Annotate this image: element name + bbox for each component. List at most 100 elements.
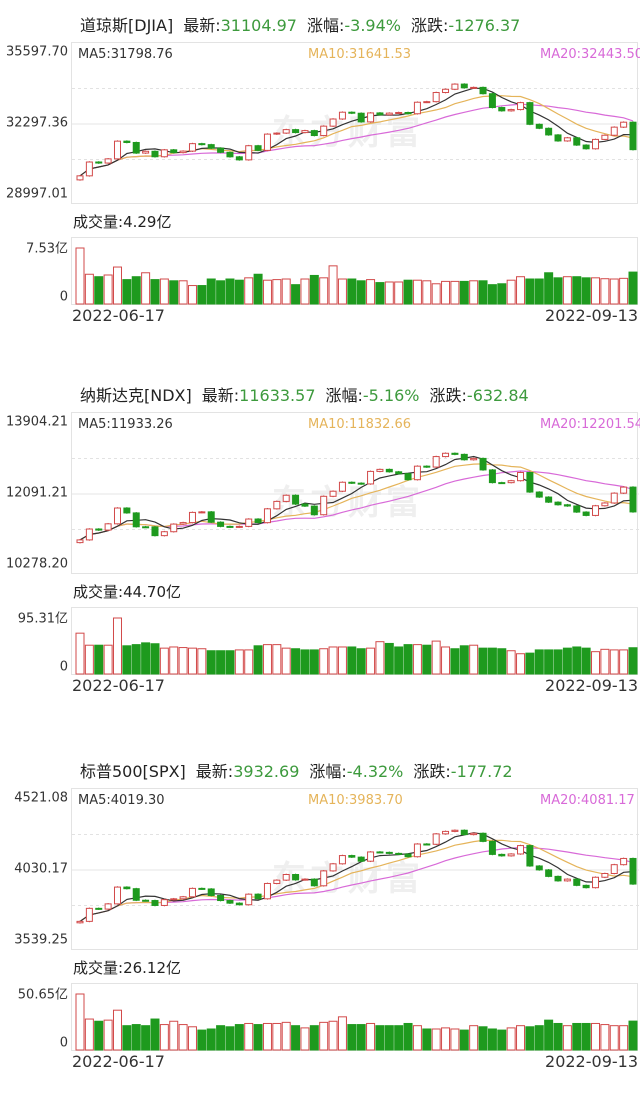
candle bbox=[470, 86, 478, 89]
volume-bar bbox=[216, 1025, 226, 1051]
volume-bar bbox=[178, 1024, 188, 1051]
candle bbox=[123, 140, 131, 144]
candle-body bbox=[582, 144, 590, 150]
candle bbox=[592, 876, 600, 889]
candle bbox=[592, 138, 600, 150]
candle bbox=[535, 865, 543, 871]
volume-bar bbox=[534, 1025, 544, 1051]
candle bbox=[563, 136, 571, 142]
volume-bar bbox=[609, 1025, 619, 1051]
volume-panel bbox=[71, 237, 638, 305]
volume-bar bbox=[619, 1025, 629, 1051]
volume-bar bbox=[159, 647, 169, 675]
candle-body bbox=[113, 886, 121, 905]
volume-bar bbox=[262, 1022, 272, 1051]
candle-body bbox=[507, 853, 515, 857]
candle-body bbox=[367, 851, 375, 862]
candle-body bbox=[282, 494, 290, 502]
volume-bar bbox=[478, 1026, 488, 1051]
volume-bar bbox=[281, 1021, 291, 1051]
volume-bar bbox=[525, 278, 535, 305]
candle-body bbox=[442, 88, 450, 94]
volume-bar bbox=[225, 650, 235, 675]
candle bbox=[310, 505, 318, 516]
latest-value: 3932.69 bbox=[233, 762, 300, 781]
volume-bar bbox=[459, 280, 469, 305]
candle bbox=[85, 907, 93, 923]
candle-body bbox=[357, 482, 365, 485]
candle-body bbox=[188, 887, 196, 898]
candle-body bbox=[395, 852, 403, 855]
candle-body bbox=[620, 857, 628, 866]
candle-body bbox=[160, 149, 168, 158]
candle bbox=[151, 899, 159, 907]
candle bbox=[95, 907, 103, 910]
volume-bar bbox=[403, 1022, 413, 1051]
volume-bar bbox=[281, 647, 291, 675]
volume-bar bbox=[225, 1026, 235, 1051]
volume-bar bbox=[600, 648, 610, 675]
volume-bar bbox=[431, 283, 441, 305]
candle-body bbox=[292, 874, 300, 881]
volume-title: 成交量:44.70亿 bbox=[73, 581, 181, 602]
candle-body bbox=[254, 518, 262, 524]
volume-bar bbox=[450, 280, 460, 305]
candle-body bbox=[113, 140, 121, 160]
volume-bar bbox=[469, 644, 479, 675]
volume-bar bbox=[234, 649, 244, 675]
pct-label: 涨幅: bbox=[325, 386, 363, 405]
volume-bar bbox=[403, 279, 413, 305]
candle bbox=[254, 518, 262, 524]
volume-bar bbox=[234, 1024, 244, 1051]
index-name: 道琼斯[DJIA] bbox=[80, 16, 174, 35]
volume-bar bbox=[187, 647, 197, 675]
candle bbox=[292, 494, 300, 505]
latest-value: 11633.57 bbox=[239, 386, 316, 405]
volume-bar bbox=[169, 646, 179, 675]
candle bbox=[123, 507, 131, 514]
ma5-label: MA5:11933.26 bbox=[78, 417, 173, 432]
candle bbox=[620, 486, 628, 494]
ma10-line bbox=[79, 839, 634, 922]
candle-body bbox=[620, 486, 628, 494]
ma10-line bbox=[79, 95, 634, 177]
candle-body bbox=[132, 512, 140, 528]
candle bbox=[479, 457, 487, 471]
candle-body bbox=[563, 137, 571, 142]
volume-bar bbox=[422, 280, 432, 305]
candle bbox=[76, 539, 84, 544]
candle bbox=[517, 101, 525, 111]
candle-body bbox=[554, 501, 562, 506]
volume-bar bbox=[187, 285, 197, 305]
candle bbox=[245, 518, 253, 528]
volume-chart bbox=[75, 247, 638, 305]
candle bbox=[507, 853, 515, 857]
candle bbox=[348, 111, 356, 115]
candle-body bbox=[123, 140, 131, 143]
candle bbox=[179, 521, 187, 525]
volume-bar bbox=[103, 1019, 113, 1051]
volume-bar bbox=[150, 279, 160, 305]
candle bbox=[320, 870, 328, 887]
volume-bar bbox=[562, 1025, 572, 1051]
candle bbox=[113, 886, 121, 905]
candle bbox=[282, 494, 290, 503]
candle-body bbox=[207, 144, 215, 149]
price-panel: 东方财富 MA5:31798.76 MA10:31641.53 MA20:32443.… bbox=[71, 42, 640, 204]
candle bbox=[451, 452, 459, 456]
candle-body bbox=[170, 523, 178, 533]
candle-body bbox=[367, 470, 375, 485]
volume-label: 成交量: bbox=[73, 583, 124, 601]
volume-bar bbox=[562, 276, 572, 305]
volume-bar bbox=[328, 265, 338, 305]
candle bbox=[207, 888, 215, 897]
candle-body bbox=[85, 907, 93, 922]
candle-body bbox=[263, 133, 271, 151]
candle bbox=[423, 100, 431, 104]
candle bbox=[160, 148, 168, 158]
candle-body bbox=[179, 896, 187, 900]
candle bbox=[498, 853, 506, 857]
volume-bar bbox=[141, 642, 151, 675]
candle-body bbox=[460, 829, 468, 836]
volume-bar bbox=[75, 247, 85, 305]
